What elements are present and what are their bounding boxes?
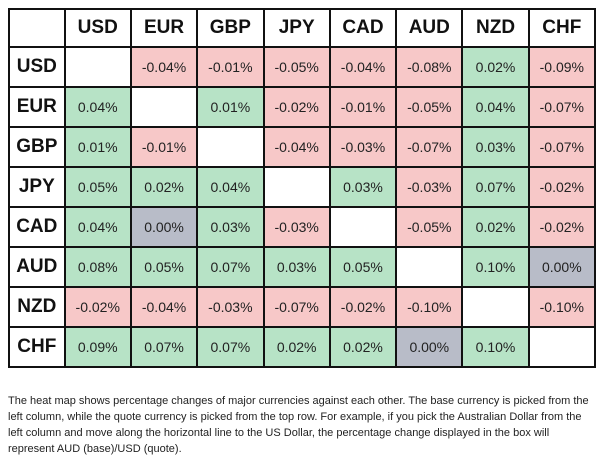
heatmap-cell-jpy-jpy[interactable] (262, 166, 331, 208)
heatmap-cell-chf-cad[interactable]: 0.02% (328, 326, 398, 368)
heatmap-cell-chf-jpy[interactable]: 0.02% (262, 326, 331, 368)
heatmap-cell-chf-eur[interactable]: 0.07% (129, 326, 199, 368)
heatmap-cell-chf-gbp[interactable]: 0.07% (196, 326, 265, 368)
heatmap-cell-nzd-cad[interactable]: -0.02% (328, 286, 398, 328)
row-header-usd: USD (8, 46, 66, 88)
heatmap-cell-nzd-aud[interactable]: -0.10% (395, 286, 464, 328)
heatmap-cell-chf-usd[interactable]: 0.09% (63, 326, 132, 368)
heatmap-cell-usd-eur[interactable]: -0.04% (129, 46, 199, 88)
heatmap-description: The heat map shows percentage changes of… (8, 395, 589, 455)
heatmap-cell-usd-chf[interactable]: -0.09% (527, 46, 596, 88)
row-header-chf: CHF (8, 326, 66, 368)
heatmap-cell-cad-eur[interactable]: 0.00% (129, 206, 199, 248)
heatmap-cell-gbp-jpy[interactable]: -0.04% (262, 126, 331, 168)
heatmap-cell-usd-usd[interactable] (63, 46, 132, 88)
column-header-chf: CHF (527, 8, 596, 48)
heatmap-cell-jpy-usd[interactable]: 0.05% (63, 166, 132, 208)
heatmap-cell-nzd-nzd[interactable] (461, 286, 530, 328)
heatmap-cell-eur-aud[interactable]: -0.05% (395, 86, 464, 128)
heatmap-cell-eur-chf[interactable]: -0.07% (527, 86, 596, 128)
heatmap-cell-eur-nzd[interactable]: 0.04% (461, 86, 530, 128)
heatmap-cell-cad-aud[interactable]: -0.05% (395, 206, 464, 248)
heatmap-cell-usd-nzd[interactable]: 0.02% (461, 46, 530, 88)
row-header-gbp: GBP (8, 126, 66, 168)
heatmap-row-aud: AUD 0.08% 0.05% 0.07% 0.03% 0.05% 0.10% 0.00% (8, 246, 596, 288)
column-header-nzd: NZD (461, 8, 530, 48)
heatmap-cell-cad-cad[interactable] (328, 206, 398, 248)
heatmap-cell-jpy-aud[interactable]: -0.03% (395, 166, 464, 208)
heatmap-cell-gbp-nzd[interactable]: 0.03% (461, 126, 530, 168)
column-header-gbp: GBP (196, 8, 265, 48)
row-header-aud: AUD (8, 246, 66, 288)
heatmap-cell-eur-cad[interactable]: -0.01% (328, 86, 398, 128)
heatmap-cell-chf-nzd[interactable]: 0.10% (461, 326, 530, 368)
column-header-cad: CAD (328, 8, 398, 48)
heatmap-cell-aud-nzd[interactable]: 0.10% (461, 246, 530, 288)
heatmap-cell-aud-jpy[interactable]: 0.03% (262, 246, 331, 288)
heatmap-cell-jpy-cad[interactable]: 0.03% (328, 166, 398, 208)
heatmap-row-gbp: GBP 0.01% -0.01% -0.04% -0.03% -0.07% 0.03% -0.… (8, 126, 596, 168)
heatmap-cell-aud-chf[interactable]: 0.00% (527, 246, 596, 288)
heatmap-cell-jpy-gbp[interactable]: 0.04% (196, 166, 265, 208)
corner-cell (8, 8, 66, 48)
heatmap-cell-aud-gbp[interactable]: 0.07% (196, 246, 265, 288)
column-header-usd: USD (63, 8, 132, 48)
heatmap-cell-nzd-chf[interactable]: -0.10% (527, 286, 596, 328)
heatmap-cell-jpy-chf[interactable]: -0.02% (527, 166, 596, 208)
heatmap-row-nzd: NZD -0.02% -0.04% -0.03% -0.07% -0.02% -0.10% -… (8, 286, 596, 328)
heatmap-cell-nzd-gbp[interactable]: -0.03% (196, 286, 265, 328)
currency-heatmap: USD EUR GBP JPY CAD AUD NZD CHF USD -0.04… (8, 8, 596, 368)
heatmap-cell-aud-eur[interactable]: 0.05% (129, 246, 199, 288)
heatmap-cell-usd-jpy[interactable]: -0.05% (262, 46, 331, 88)
heatmap-cell-jpy-nzd[interactable]: 0.07% (461, 166, 530, 208)
heatmap-cell-cad-nzd[interactable]: 0.02% (461, 206, 530, 248)
heatmap-cell-chf-chf[interactable] (527, 326, 596, 368)
heatmap-cell-chf-aud[interactable]: 0.00% (395, 326, 464, 368)
heatmap-row-cad: CAD 0.04% 0.00% 0.03% -0.03% -0.05% 0.02% -0.02… (8, 206, 596, 248)
row-header-jpy: JPY (8, 166, 66, 208)
heatmap-cell-eur-gbp[interactable]: 0.01% (196, 86, 265, 128)
heatmap-cell-cad-chf[interactable]: -0.02% (527, 206, 596, 248)
heatmap-cell-jpy-eur[interactable]: 0.02% (129, 166, 199, 208)
header-row: USD EUR GBP JPY CAD AUD NZD CHF (8, 8, 596, 48)
column-header-jpy: JPY (262, 8, 331, 48)
heatmap-cell-eur-usd[interactable]: 0.04% (63, 86, 132, 128)
column-header-eur: EUR (129, 8, 199, 48)
heatmap-cell-cad-gbp[interactable]: 0.03% (196, 206, 265, 248)
heatmap-cell-eur-jpy[interactable]: -0.02% (262, 86, 331, 128)
heatmap-cell-gbp-aud[interactable]: -0.07% (395, 126, 464, 168)
heatmap-cell-aud-aud[interactable] (395, 246, 464, 288)
row-header-cad: CAD (8, 206, 66, 248)
heatmap-cell-usd-cad[interactable]: -0.04% (328, 46, 398, 88)
heatmap-cell-gbp-cad[interactable]: -0.03% (328, 126, 398, 168)
heatmap-row-eur: EUR 0.04% 0.01% -0.02% -0.01% -0.05% 0.04% -0.0… (8, 86, 596, 128)
heatmap-cell-gbp-usd[interactable]: 0.01% (63, 126, 132, 168)
heatmap-cell-usd-aud[interactable]: -0.08% (395, 46, 464, 88)
heatmap-cell-gbp-eur[interactable]: -0.01% (129, 126, 199, 168)
heatmap-row-usd: USD -0.04% -0.01% -0.05% -0.04% -0.08% 0.02% -0… (8, 46, 596, 88)
heatmap-cell-cad-jpy[interactable]: -0.03% (262, 206, 331, 248)
heatmap-container: USD EUR GBP JPY CAD AUD NZD CHF USD -0.04… (8, 8, 596, 368)
heatmap-body: USD -0.04% -0.01% -0.05% -0.04% -0.08% 0.02% -0… (8, 46, 596, 368)
heatmap-cell-nzd-jpy[interactable]: -0.07% (262, 286, 331, 328)
heatmap-cell-gbp-gbp[interactable] (196, 126, 265, 168)
row-header-nzd: NZD (8, 286, 66, 328)
heatmap-row-chf: CHF 0.09% 0.07% 0.07% 0.02% 0.02% 0.00% 0.10% (8, 326, 596, 368)
heatmap-cell-nzd-eur[interactable]: -0.04% (129, 286, 199, 328)
column-header-aud: AUD (395, 8, 464, 48)
heatmap-cell-cad-usd[interactable]: 0.04% (63, 206, 132, 248)
heatmap-cell-aud-cad[interactable]: 0.05% (328, 246, 398, 288)
row-header-eur: EUR (8, 86, 66, 128)
heatmap-row-jpy: JPY 0.05% 0.02% 0.04% 0.03% -0.03% 0.07% -0.02% (8, 166, 596, 208)
heatmap-cell-usd-gbp[interactable]: -0.01% (196, 46, 265, 88)
heatmap-cell-eur-eur[interactable] (129, 86, 199, 128)
heatmap-cell-aud-usd[interactable]: 0.08% (63, 246, 132, 288)
heatmap-cell-nzd-usd[interactable]: -0.02% (63, 286, 132, 328)
heatmap-cell-gbp-chf[interactable]: -0.07% (527, 126, 596, 168)
